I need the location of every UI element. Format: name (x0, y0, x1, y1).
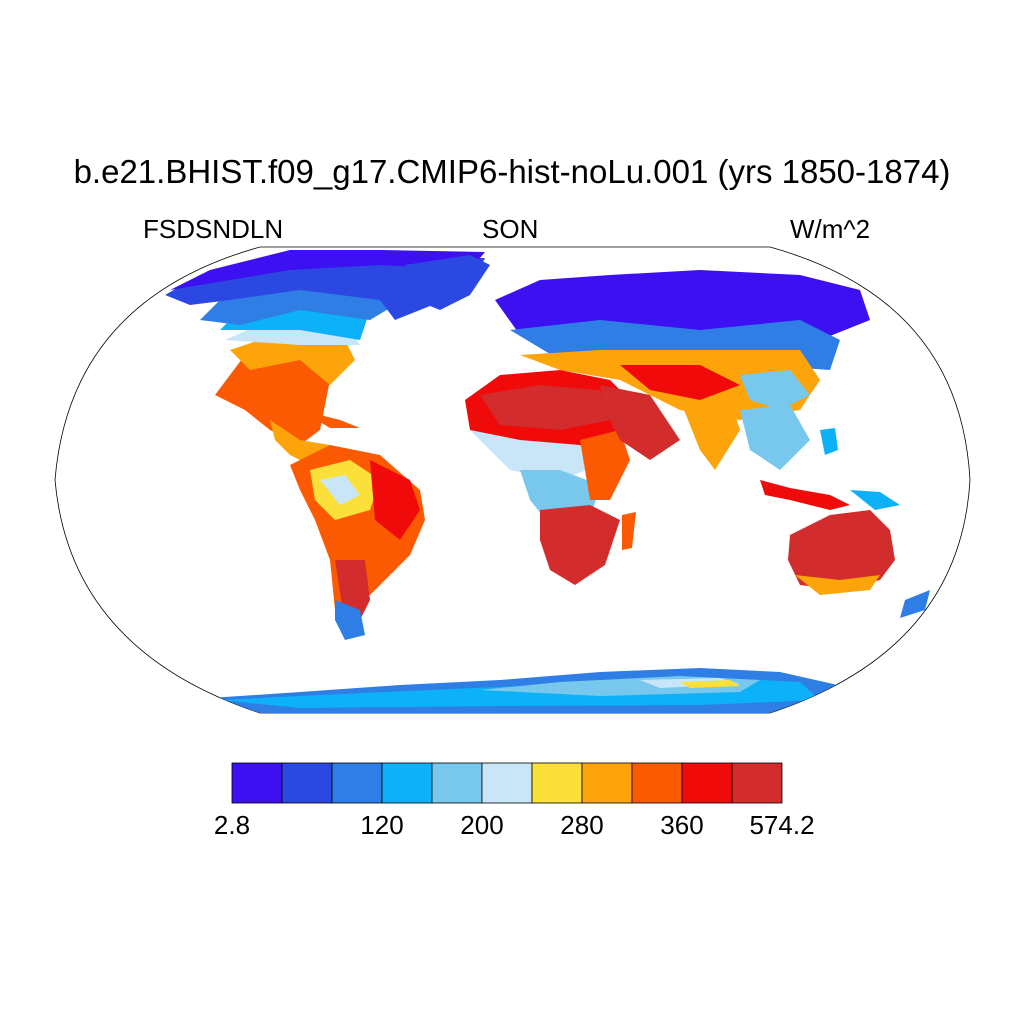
australia (788, 510, 895, 590)
colorbar-label: 2.8 (213, 810, 251, 840)
southeast-asia (740, 405, 810, 470)
variable-name: FSDSNDLN (143, 214, 284, 244)
patagonia (335, 600, 365, 640)
east-africa (580, 430, 630, 500)
colorbar-box (331, 762, 383, 804)
colorbar-label: 360 (660, 810, 704, 840)
north-america-band-1 (215, 350, 330, 445)
colorbar-label: 574.2 (749, 810, 815, 840)
madagascar (622, 512, 636, 550)
antarctica-hot (680, 680, 740, 688)
india (680, 400, 740, 470)
colorbar-box (681, 762, 733, 804)
colorbar-box (281, 762, 333, 804)
africa-sahel (470, 430, 600, 480)
colorbar-box (231, 762, 283, 804)
colorbar-box (531, 762, 583, 804)
new-zealand (900, 590, 930, 618)
africa-south (540, 505, 620, 585)
colorbar-label: 280 (560, 810, 604, 840)
new-guinea (850, 490, 900, 510)
colorbar (231, 762, 783, 804)
brazil-east (370, 460, 420, 540)
greenland (405, 255, 490, 310)
colorbar-box (631, 762, 683, 804)
units-label: W/m^2 (790, 214, 871, 244)
north-america-band-7 (170, 250, 485, 290)
colorbar-box (481, 762, 533, 804)
australia-south (795, 575, 880, 595)
tibet (740, 370, 810, 410)
colorbar-label: 200 (460, 810, 504, 840)
colorbar-label: 120 (360, 810, 404, 840)
philippines (820, 428, 838, 455)
colorbar-box (381, 762, 433, 804)
map-title: b.e21.BHIST.f09_g17.CMIP6-hist-noLu.001 … (73, 153, 951, 190)
arabia (600, 385, 680, 460)
colorbar-box (581, 762, 633, 804)
colorbar-box (731, 762, 783, 804)
colorbar-box (431, 762, 483, 804)
amazon-core (320, 475, 360, 505)
central-asia-hot (620, 365, 740, 400)
sahara-core (480, 385, 610, 430)
caribbean (300, 410, 360, 428)
indonesia (760, 480, 850, 510)
season-label: SON (482, 214, 539, 244)
